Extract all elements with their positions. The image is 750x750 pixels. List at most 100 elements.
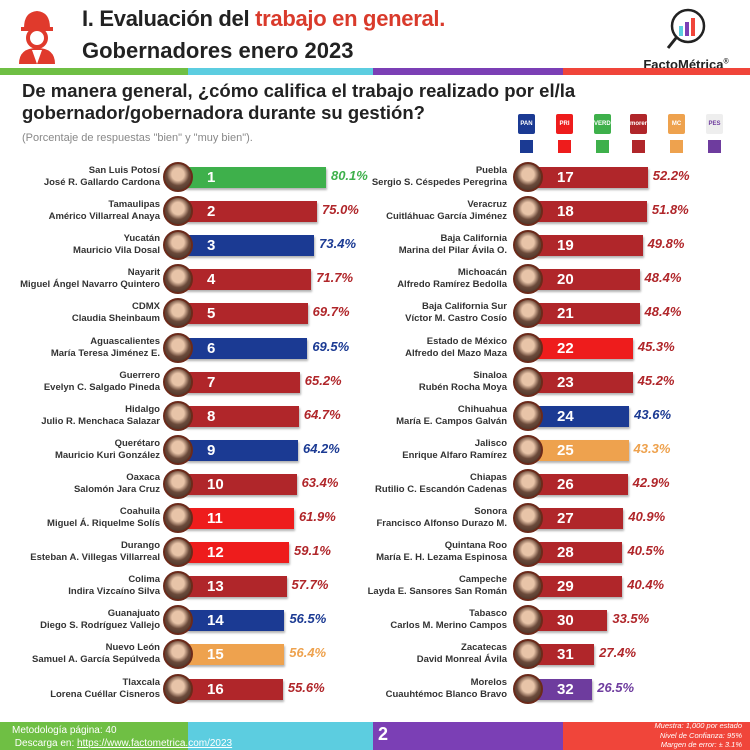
- state-name: Guanajuato: [107, 608, 160, 620]
- governor-row: Durango Esteban A. Villegas Villarreal 12 5…: [0, 537, 750, 568]
- party-logo-pan: PAN: [518, 114, 535, 134]
- bar: 11: [185, 508, 294, 529]
- governor-row: Hidalgo Julio R. Menchaca Salazar 8 64.7%: [0, 400, 750, 431]
- legend-swatch-mc: [670, 140, 683, 153]
- governor-photo: [513, 503, 543, 533]
- governor-name: Sergio S. Céspedes Peregrina: [371, 177, 507, 188]
- governor-label: Tamaulipas Américo Villarreal Anaya: [0, 199, 160, 223]
- governor-name: Julio R. Menchaca Salazar: [41, 415, 160, 427]
- bar: 17: [535, 167, 648, 188]
- governor-row: Yucatán Mauricio Vila Dosal 3 73.4%: [0, 230, 750, 261]
- governor-row: Chihuahua María E. Campos Galván 24 43.6%: [0, 400, 750, 431]
- governor-label: Zacatecas David Monreal Ávila: [347, 642, 507, 666]
- survey-question: De manera general, ¿cómo califica el tra…: [22, 80, 576, 123]
- governor-label: Querétaro Mauricio Kuri González: [0, 438, 160, 462]
- governor-name: Alfredo del Mazo Maza: [405, 347, 507, 359]
- governor-label: Guerrero Evelyn C. Salgado Pineda: [0, 370, 160, 394]
- footer-band: [563, 722, 750, 750]
- worker-helmet-icon: [19, 11, 55, 64]
- governor-label: Sonora Francisco Alfonso Durazo M.: [347, 506, 507, 530]
- governor-row: Oaxaca Salomón Jara Cruz 10 63.4%: [0, 468, 750, 499]
- value-label: 59.1%: [294, 543, 331, 559]
- governor-name: José R. Gallardo Cardona: [43, 177, 160, 188]
- bar: 21: [535, 303, 640, 325]
- value-label: 26.5%: [597, 679, 635, 695]
- chart-note: (Porcentaje de respuestas "bien" y "muy …: [22, 132, 253, 144]
- governor-photo: [513, 673, 543, 704]
- bar: 10: [185, 473, 297, 495]
- bar: 2: [185, 201, 317, 223]
- party-logo-mc: MC: [668, 114, 685, 134]
- value-label: 48.4%: [644, 304, 682, 320]
- governor-name: Indira Vizcaíno Silva: [68, 586, 160, 598]
- download-link[interactable]: https://www.factometrica.com/2023: [77, 738, 233, 749]
- governor-row: Zacatecas David Monreal Ávila 31 27.4%: [0, 639, 750, 670]
- value-label: 63.4%: [301, 474, 339, 490]
- page-subtitle: Gobernadores enero 2023: [82, 38, 354, 63]
- footer-left: Metodología página: 40 Descarga en: http…: [12, 724, 232, 750]
- governor-row: Tabasco Carlos M. Merino Campos 30 33.5%: [0, 605, 750, 636]
- party-logo-pri: PRI: [556, 114, 573, 134]
- state-name: Sonora: [474, 506, 507, 517]
- governor-name: Miguel Á. Riquelme Solís: [47, 518, 160, 529]
- magnifier-chart-icon: [666, 8, 706, 49]
- bar: 14: [185, 610, 285, 632]
- legend-swatch-pes: [708, 140, 721, 153]
- state-name: Querétaro: [114, 437, 160, 449]
- value-label: 75.0%: [322, 202, 359, 218]
- governor-row: Sinaloa Rubén Rocha Moya 23 45.2%: [0, 366, 750, 397]
- value-label: 43.3%: [633, 440, 671, 456]
- bar: 29: [535, 576, 623, 598]
- state-name: Campeche: [458, 574, 507, 586]
- state-name: Coahuila: [119, 506, 160, 517]
- methodology-note: Metodología página: 40: [12, 725, 117, 736]
- governor-row: Sonora Francisco Alfonso Durazo M. 27 40.9%: [0, 503, 750, 533]
- state-name: Quintana Roo: [444, 540, 507, 552]
- value-label: 40.9%: [628, 509, 666, 524]
- governor-label: Yucatán Mauricio Vila Dosal: [0, 233, 160, 257]
- state-name: Estado de México: [426, 335, 507, 347]
- value-label: 56.4%: [289, 645, 327, 661]
- governor-row: Morelos Cuauhtémoc Blanco Bravo 32 26.5%: [0, 673, 750, 704]
- bar: 24: [535, 405, 630, 427]
- governor-photo: [513, 366, 543, 397]
- governor-row: Aguascalientes María Teresa Jiménez E. 6 69…: [0, 332, 750, 363]
- footer-band: [373, 722, 563, 750]
- governor-label: Guanajuato Diego S. Rodríguez Vallejo: [0, 608, 160, 632]
- bar: 5: [185, 303, 308, 325]
- governor-row: San Luis Potosí José R. Gallardo Cardona 1…: [0, 162, 750, 192]
- governor-name: Rubén Rocha Moya: [418, 381, 507, 393]
- governor-photo: [163, 571, 193, 602]
- legend-swatch-pri: [558, 140, 571, 153]
- value-label: 56.5%: [289, 611, 327, 627]
- governor-row: Tamaulipas Américo Villarreal Anaya 2 75.0%: [0, 196, 750, 227]
- governor-name: Miguel Ángel Navarro Quintero: [20, 279, 160, 291]
- governor-name: Evelyn C. Salgado Pineda: [43, 381, 160, 393]
- governor-name: Víctor M. Castro Cosío: [405, 313, 507, 325]
- margin-note: Margen de error: ± 3.1%: [660, 740, 742, 749]
- bar: 3: [185, 235, 315, 257]
- bar: 1: [185, 167, 326, 188]
- governor-photo: [513, 537, 543, 568]
- state-name: Zacatecas: [461, 642, 507, 654]
- governor-photo: [513, 605, 543, 636]
- governor-photo: [163, 468, 193, 499]
- bar: 25: [535, 439, 629, 461]
- governor-row: Nuevo León Samuel A. García Sepúlveda 15 56…: [0, 639, 750, 670]
- governor-name: Cuauhtémoc Blanco Bravo: [385, 688, 507, 700]
- governor-row: Quintana Roo María E. H. Lezama Espinosa 2…: [0, 537, 750, 568]
- governor-name: Salomón Jara Cruz: [73, 483, 160, 495]
- governor-name: Layda E. Sansores San Román: [367, 586, 507, 598]
- governor-photo: [163, 434, 193, 465]
- governor-row: Guanajuato Diego S. Rodríguez Vallejo 14 56…: [0, 605, 750, 636]
- sample-note: Muestra: 1,000 por estado: [654, 721, 742, 730]
- value-label: 42.9%: [632, 474, 670, 490]
- state-name: Tamaulipas: [108, 199, 160, 211]
- governor-label: Hidalgo Julio R. Menchaca Salazar: [0, 404, 160, 428]
- governor-row: Querétaro Mauricio Kuri González 9 64.2%: [0, 434, 750, 465]
- state-name: CDMX: [132, 301, 160, 313]
- bar: 20: [535, 269, 640, 291]
- state-name: Jalisco: [474, 437, 507, 449]
- governor-label: Puebla Sergio S. Céspedes Peregrina: [347, 165, 507, 189]
- bar: 30: [535, 610, 608, 632]
